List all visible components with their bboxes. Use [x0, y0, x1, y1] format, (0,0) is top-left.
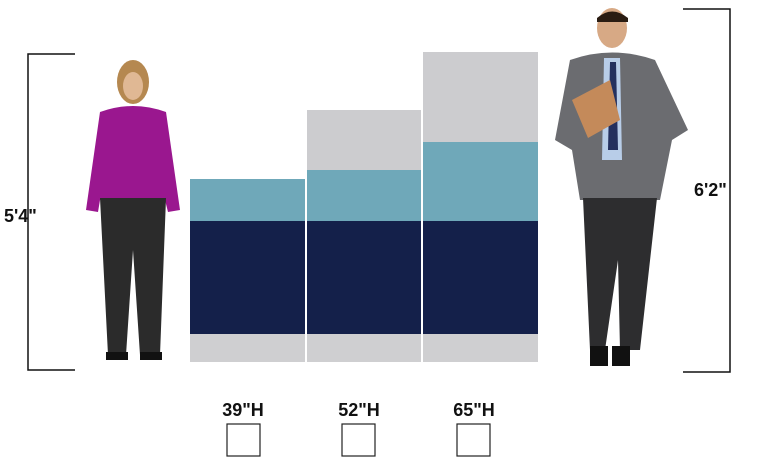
height-bracket: [27, 53, 75, 371]
height-label: 6'2": [694, 180, 727, 200]
option-label: 65"H: [453, 400, 495, 420]
man-figure: [555, 8, 688, 366]
woman-figure: [86, 60, 180, 360]
option-checkbox[interactable]: [456, 423, 491, 457]
panels: [190, 52, 538, 362]
option-label: 52"H: [338, 400, 380, 420]
option-checkbox[interactable]: [341, 423, 376, 457]
option-label: 39"H: [222, 400, 264, 420]
height-bracket: [683, 8, 731, 373]
option-checkbox[interactable]: [226, 423, 261, 457]
height-label: 5'4": [4, 206, 37, 226]
